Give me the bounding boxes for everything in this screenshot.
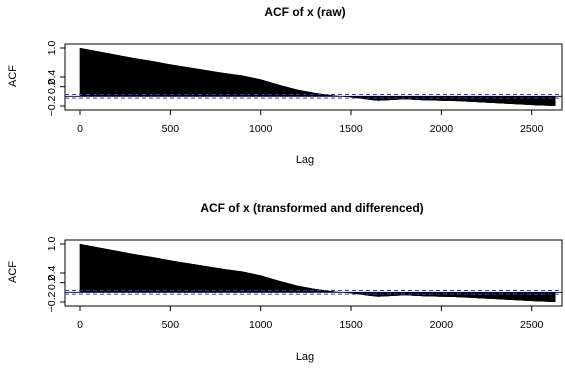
x-tick-label: 2500 — [520, 123, 544, 135]
acf-bars — [79, 48, 556, 106]
y-tick-label: 0.2 — [46, 79, 58, 94]
acf-bars — [79, 244, 556, 302]
acf-raw-panel: ACF of x (raw) Lag ACF 0 500 1000 1500 2000 2… — [7, 5, 563, 166]
x-tick-label: 0 — [77, 123, 83, 135]
acf-transformed-differenced-panel: ACF of x (transformed and differenced) L… — [7, 201, 563, 363]
x-tick-label: 2000 — [430, 123, 454, 135]
chart-title: ACF of x (transformed and differenced) — [200, 201, 423, 215]
x-tick-label: 1000 — [249, 123, 273, 135]
y-axis-label: ACF — [7, 65, 19, 87]
x-axis-label: Lag — [296, 351, 314, 363]
plot-area: 0 500 1000 1500 2000 2500 −0.20.20.4 1.0 — [46, 41, 563, 135]
chart-title: ACF of x (raw) — [264, 5, 345, 19]
y-axis-label: ACF — [7, 261, 19, 283]
y-tick-label: −0.2 — [46, 95, 58, 116]
x-tick-label: 1500 — [339, 123, 363, 135]
y-tick-label: 0.4 — [46, 70, 58, 85]
plot-area: 0 500 1000 1500 2000 2500−0.20.20.41.0 — [46, 237, 563, 331]
x-axis-label: Lag — [296, 154, 314, 166]
x-tick-label: 500 — [162, 123, 180, 135]
y-tick-label: 1.0 — [46, 41, 58, 56]
